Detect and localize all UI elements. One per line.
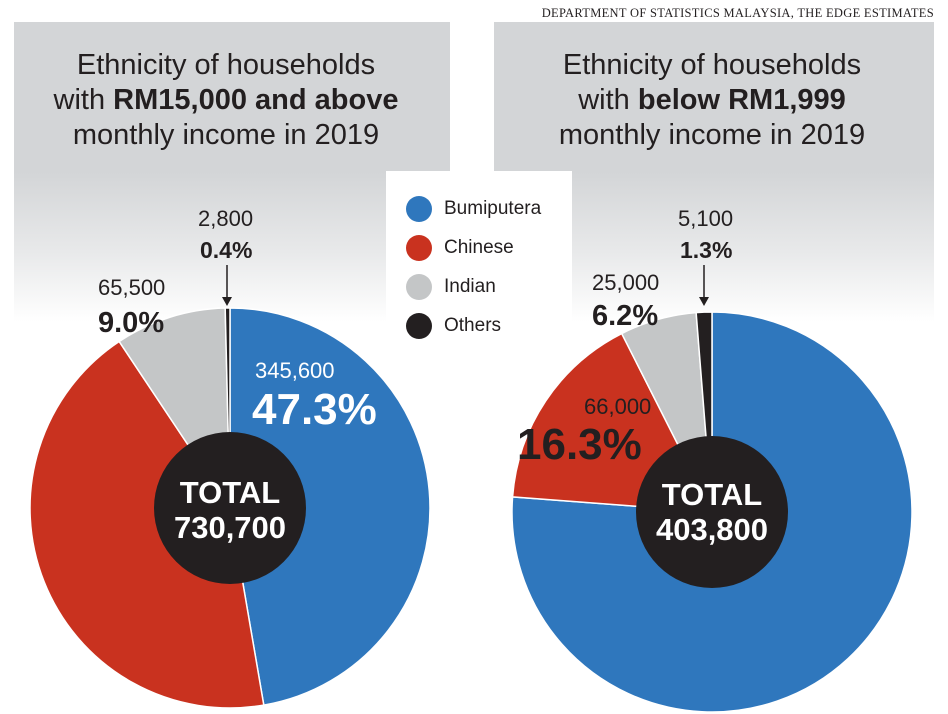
right-total-value: 403,800 (656, 512, 768, 547)
right-percent-label-others: 1.3% (680, 237, 732, 263)
left-value-label-others: 2,800 (198, 206, 253, 231)
left-percent-label-indian: 9.0% (98, 307, 164, 339)
left-slice-chinese (29, 340, 265, 709)
left-total-value: 730,700 (174, 510, 286, 545)
right-percent-label-chinese: 16.3% (517, 420, 642, 469)
right-title-line-2: with below RM1,999 (494, 83, 930, 118)
left-value-label-indian: 65,500 (98, 275, 165, 300)
left-percent-label-others: 0.4% (200, 237, 252, 263)
right-total-circle (636, 436, 788, 588)
legend-label-chinese: Chinese (444, 237, 514, 258)
legend-swatch-bumiputera (406, 196, 432, 222)
left-percent-label-bumiputera: 47.3% (252, 385, 377, 434)
left-value-label-bumiputera: 345,600 (255, 358, 335, 383)
legend-item-others: Others (406, 312, 501, 340)
left-title-line-3: monthly income in 2019 (72, 119, 380, 151)
right-value-label-others: 5,100 (678, 206, 733, 231)
legend-item-chinese: Chinese (406, 234, 514, 262)
left-total-circle (154, 432, 306, 584)
left-title-line-2-plain: with (53, 84, 114, 116)
right-value-label-chinese: 66,000 (584, 394, 651, 419)
right-chart-title: Ethnicity of households with below RM1,9… (494, 48, 930, 153)
right-value-label-indian: 25,000 (592, 270, 659, 295)
right-title-line-3: monthly income in 2019 (558, 119, 866, 151)
right-total-label: TOTAL (662, 477, 762, 512)
legend-item-indian: Indian (406, 273, 496, 301)
legend-swatch-chinese (406, 235, 432, 261)
left-total-label: TOTAL (180, 475, 280, 510)
right-title-line-2-bold: below RM1,999 (637, 84, 846, 116)
left-others-pointer-arrowhead (222, 297, 232, 306)
legend-label-others: Others (444, 315, 502, 336)
right-percent-label-indian: 6.2% (592, 300, 658, 332)
legend: Bumiputera Chinese Indian Others (386, 171, 572, 349)
legend-swatch-indian (406, 274, 432, 300)
right-others-pointer-arrowhead (699, 297, 709, 306)
left-slice-bumiputera (229, 307, 431, 706)
left-title-line-1: Ethnicity of households (76, 49, 376, 81)
left-chart-title: Ethnicity of households with RM15,000 an… (14, 48, 438, 153)
legend-swatch-others (406, 313, 432, 339)
left-title-line-2-bold: RM15,000 and above (113, 84, 399, 116)
right-title-line-2-plain: with (578, 84, 638, 116)
right-title-line-1: Ethnicity of households (562, 49, 862, 81)
legend-label-bumiputera: Bumiputera (444, 198, 542, 219)
source-credit: DEPARTMENT OF STATISTICS MALAYSIA, THE E… (541, 6, 934, 20)
legend-item-bumiputera: Bumiputera (406, 195, 541, 223)
legend-label-indian: Indian (444, 276, 496, 297)
left-title-line-2: with RM15,000 and above (14, 83, 438, 118)
